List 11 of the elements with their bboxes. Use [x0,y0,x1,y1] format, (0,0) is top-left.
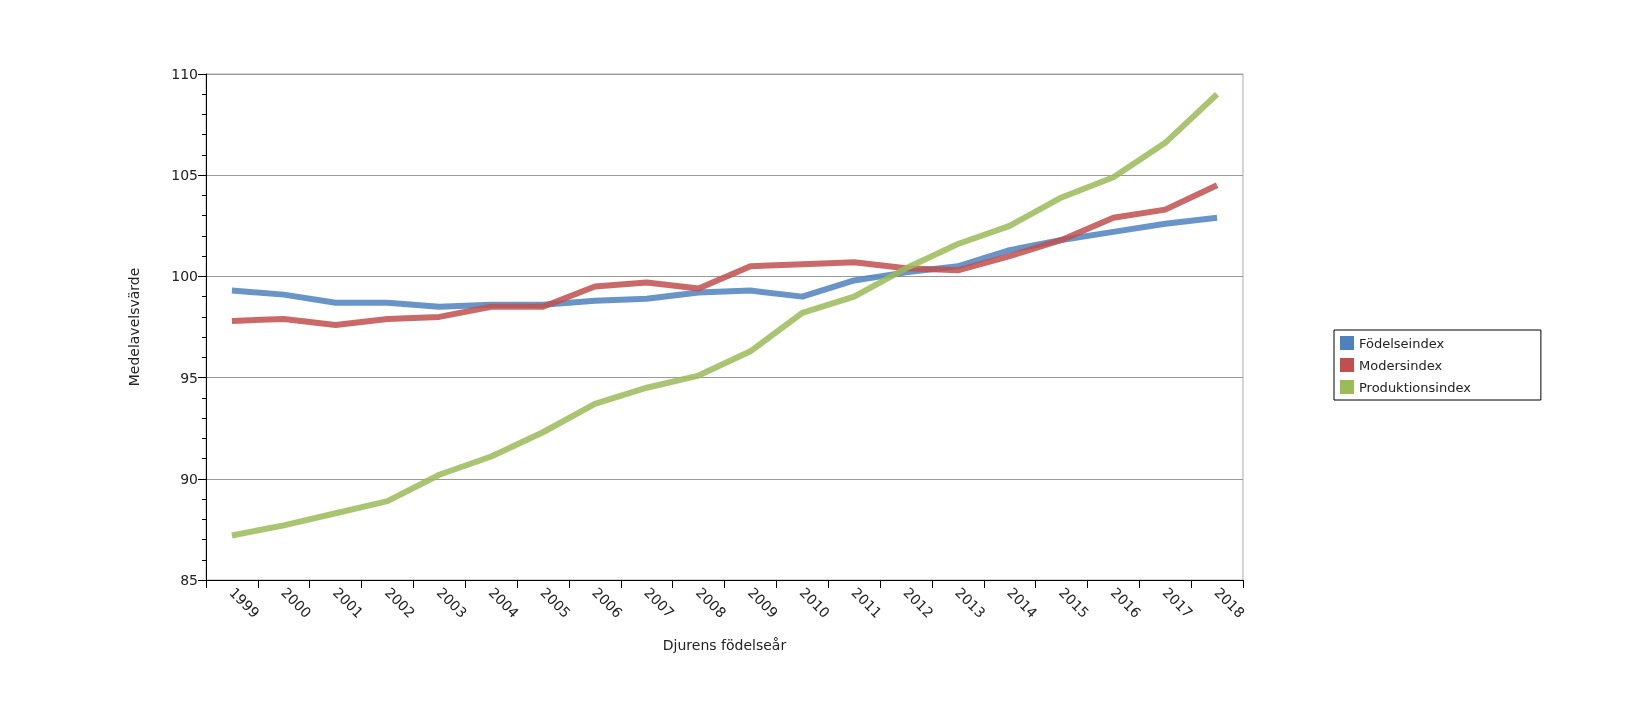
legend-label: Födelseindex [1359,335,1445,351]
x-axis-title: Djurens födelseår [662,637,787,653]
y-tick-label: 100 [171,268,198,285]
y-tick-label: 110 [171,66,198,82]
y-tick-label: 90 [180,470,198,487]
y-tick-label: 85 [180,572,198,588]
legend-label: Produktionsindex [1359,379,1472,395]
legend-label: Modersindex [1359,357,1443,373]
y-axis-title: Medelavelsvärde [126,267,142,387]
y-tick-label: 95 [180,369,198,386]
y-tick-label: 105 [171,167,198,184]
